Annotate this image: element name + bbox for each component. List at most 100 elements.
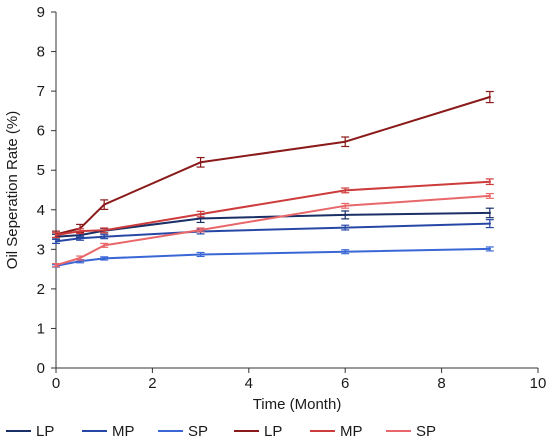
data-point — [78, 229, 82, 233]
data-point — [54, 233, 58, 237]
data-point — [199, 217, 202, 220]
x-tick-label: 4 — [245, 375, 253, 392]
y-tick-label: 5 — [37, 162, 45, 179]
data-point — [199, 161, 202, 164]
y-tick-label: 0 — [37, 360, 45, 377]
y-tick-label: 1 — [37, 320, 45, 337]
error-bar — [341, 249, 350, 255]
error-bar — [341, 136, 350, 148]
error-bar — [485, 178, 494, 186]
y-tick-label: 4 — [37, 202, 45, 219]
legend-label: MP — [340, 423, 363, 440]
y-tick-label: 2 — [37, 281, 45, 298]
error-bar — [341, 202, 350, 209]
axes: 0 2 4 6 8 10 0 1 2 3 4 5 6 7 8 9 — [37, 4, 547, 392]
x-tick-label: 8 — [437, 375, 445, 392]
legend-label: SP — [416, 423, 436, 440]
series-4 — [52, 178, 494, 239]
y-tick-label: 6 — [37, 123, 45, 140]
data-point — [78, 256, 82, 260]
data-point — [488, 222, 491, 225]
error-bar — [52, 262, 60, 268]
error-bar — [100, 256, 109, 261]
legend-item-0: LP — [6, 423, 54, 440]
error-bar — [100, 199, 109, 210]
legend-item-5: SP — [386, 423, 436, 440]
error-bar — [485, 219, 494, 229]
series-1 — [52, 219, 494, 244]
data-point — [344, 140, 347, 143]
data-point — [103, 235, 106, 238]
error-bar — [485, 207, 494, 219]
legend-label: LP — [36, 423, 54, 440]
error-bar — [341, 187, 350, 194]
error-bar — [76, 228, 85, 235]
data-point — [344, 189, 347, 192]
legend-item-4: MP — [310, 423, 363, 440]
series-line — [55, 96, 491, 236]
data-point — [199, 253, 202, 256]
error-bar — [485, 246, 494, 252]
series-5 — [52, 192, 494, 268]
legend-label: MP — [112, 423, 135, 440]
error-bar — [100, 242, 109, 248]
error-bar — [100, 234, 109, 240]
x-tick-label: 2 — [148, 375, 156, 392]
error-bar — [196, 210, 205, 218]
data-point — [103, 229, 106, 232]
data-point — [488, 194, 491, 198]
error-bar — [485, 192, 494, 199]
error-bar — [52, 232, 60, 239]
data-point — [199, 228, 202, 232]
error-bar — [485, 90, 494, 104]
x-axis-title: Time (Month) — [253, 396, 342, 413]
data-point — [54, 240, 58, 243]
series-line — [55, 194, 490, 267]
data-point — [488, 180, 491, 183]
error-bar — [196, 227, 205, 233]
series-0 — [52, 207, 494, 240]
data-point — [103, 203, 106, 206]
y-axis-title: Oil Seperation Rate (%) — [4, 111, 21, 269]
error-bar — [341, 210, 350, 220]
legend-label: SP — [188, 423, 208, 440]
data-point — [488, 211, 491, 215]
x-tick-label: 6 — [341, 375, 349, 392]
error-bar — [196, 156, 205, 168]
error-bar — [76, 235, 85, 241]
error-bar — [76, 255, 85, 261]
legend-label: LP — [264, 423, 282, 440]
legend-item-2: SP — [158, 423, 208, 440]
legend-item-1: MP — [82, 423, 135, 440]
series-2 — [52, 246, 494, 268]
error-bar — [341, 224, 350, 231]
data-point — [103, 257, 106, 260]
legend: LP MP SP LP MP SP — [6, 423, 436, 440]
x-tick-label: 0 — [52, 375, 60, 392]
error-bar — [52, 238, 60, 244]
series-line — [55, 211, 490, 238]
series-line — [55, 180, 490, 237]
data-point — [344, 204, 347, 208]
data-point — [344, 213, 347, 217]
y-tick-label: 8 — [37, 44, 45, 61]
data-point — [199, 212, 202, 216]
data-point — [344, 250, 347, 253]
y-tick-label: 9 — [37, 4, 45, 21]
legend-item-3: LP — [234, 423, 282, 440]
y-tick-label: 3 — [37, 241, 45, 258]
data-point — [103, 244, 106, 247]
data-point — [488, 247, 491, 251]
data-point — [78, 237, 82, 240]
x-tick-label: 10 — [530, 375, 547, 392]
data-point — [54, 263, 58, 267]
series-line — [55, 222, 490, 243]
y-tick-label: 7 — [37, 83, 45, 100]
series-layer — [52, 90, 494, 268]
series-line — [55, 247, 490, 267]
error-bar — [196, 251, 205, 258]
error-bar — [100, 227, 109, 234]
series-3 — [52, 90, 494, 239]
data-point — [344, 226, 347, 229]
